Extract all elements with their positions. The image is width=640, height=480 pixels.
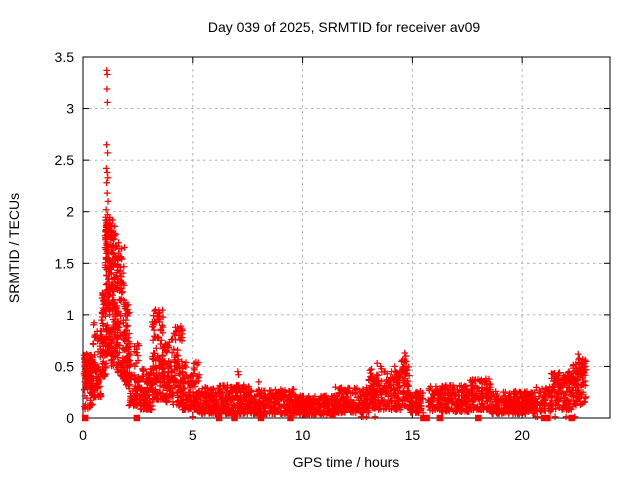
x-axis-label: GPS time / hours xyxy=(293,454,400,470)
y-axis-label: SRMTID / TECUs xyxy=(6,193,22,303)
tick-labels: 0 5 10 15 20 0 0.5 1 1.5 2 2.5 3 3.5 xyxy=(55,49,531,443)
y-tick-label: 2.5 xyxy=(55,152,75,168)
y-tick-label: 1.5 xyxy=(55,255,75,271)
data-points xyxy=(80,67,590,422)
x-tick-label: 20 xyxy=(514,427,530,443)
x-tick-label: 10 xyxy=(295,427,311,443)
x-tick-label: 0 xyxy=(79,427,87,443)
chart-title: Day 039 of 2025, SRMTID for receiver av0… xyxy=(208,19,481,35)
x-tick-label: 15 xyxy=(405,427,421,443)
y-tick-label: 3 xyxy=(66,101,74,117)
y-tick-label: 0.5 xyxy=(55,358,75,374)
x-tick-label: 5 xyxy=(189,427,197,443)
y-tick-label: 3.5 xyxy=(55,49,75,65)
y-tick-label: 0 xyxy=(66,410,74,426)
y-tick-label: 1 xyxy=(66,307,74,323)
y-tick-label: 2 xyxy=(66,204,74,220)
